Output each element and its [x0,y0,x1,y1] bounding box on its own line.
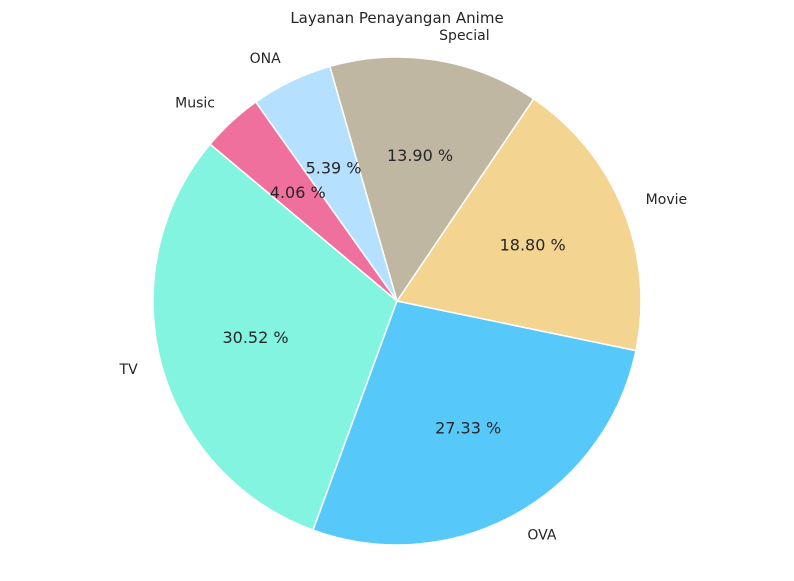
slice-label-movie: Movie [646,192,687,208]
slice-label-special: Special [439,28,489,44]
chart-title: Layanan Penayangan Anime [290,9,503,27]
pct-label-tv: 30.52 % [222,328,288,347]
pct-label-movie: 18.80 % [500,235,566,254]
pie-slice-ova [312,300,637,546]
slice-label-music: Music [175,96,215,112]
slice-label-ona: ONA [250,51,281,67]
pct-label-ona: 5.39 % [306,159,362,178]
slice-label-tv: TV [119,362,139,378]
pie-slice-special [328,56,535,303]
pct-label-ova: 27.33 % [435,418,501,437]
pie-slice-music [209,101,398,302]
pie-slices [152,56,642,546]
pie-labels: TV 30.52 % OVA 27.33 % Movie 18.80 % Special 13… [119,28,688,544]
pie-slice-movie [395,97,642,352]
slice-label-ova: OVA [527,528,556,544]
pie-slice-tv [152,143,398,532]
pct-label-music: 4.06 % [270,183,326,202]
pct-label-special: 13.90 % [387,146,453,165]
